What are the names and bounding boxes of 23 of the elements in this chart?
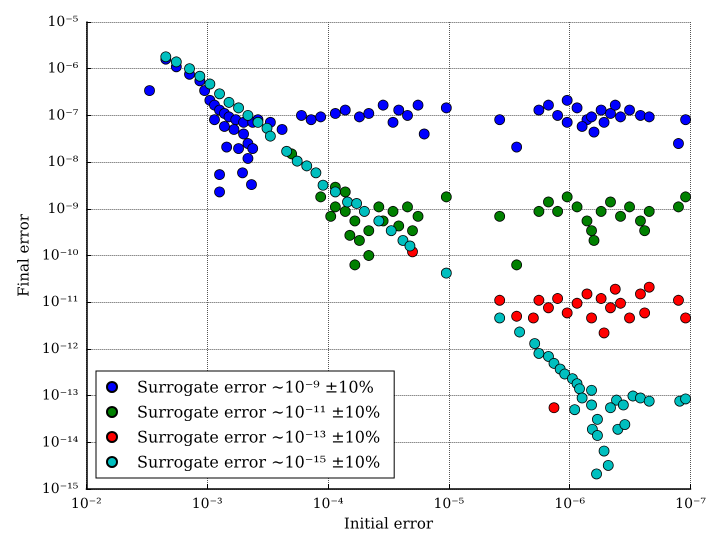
y-tick-label: 10⁻⁶	[48, 60, 79, 77]
x-tick-label: 10⁻⁷	[675, 496, 706, 512]
y-tick-label: 10⁻¹¹	[42, 294, 78, 310]
y-tick-label: 10⁻⁸	[48, 154, 79, 170]
x-tick-label: 10⁻⁶	[554, 496, 586, 512]
x-tick-label: 10⁻⁴	[312, 496, 344, 512]
x-axis-title: Initial error	[344, 514, 434, 532]
y-axis-title: Final error	[14, 213, 32, 297]
legend-label: Surrogate error ∼10⁻¹³ ±10%	[137, 428, 380, 446]
y-tick-label: 10⁻¹⁵	[42, 481, 79, 497]
y-tick-label: 10⁻¹³	[42, 388, 78, 404]
legend-label: Surrogate error ∼10⁻¹¹ ±10%	[137, 402, 380, 422]
y-tick-label: 10⁻⁵	[48, 14, 79, 30]
y-tick-label: 10⁻⁹	[48, 200, 79, 217]
y-tick-label: 10⁻¹²	[42, 340, 78, 357]
legend-label: Surrogate error ∼10⁻¹⁵ ±10%	[137, 452, 380, 472]
x-tick-label: 10⁻³	[192, 496, 223, 512]
y-tick-label: 10⁻¹⁴	[42, 434, 79, 450]
legend-label: Surrogate error ∼10⁻⁹ ±10%	[137, 378, 374, 396]
x-tick-label: 10⁻⁵	[433, 496, 465, 512]
y-tick-label: 10⁻¹⁰	[42, 248, 79, 264]
x-tick-label: 10⁻²	[70, 496, 102, 512]
y-tick-label: 10⁻⁷	[48, 107, 79, 124]
